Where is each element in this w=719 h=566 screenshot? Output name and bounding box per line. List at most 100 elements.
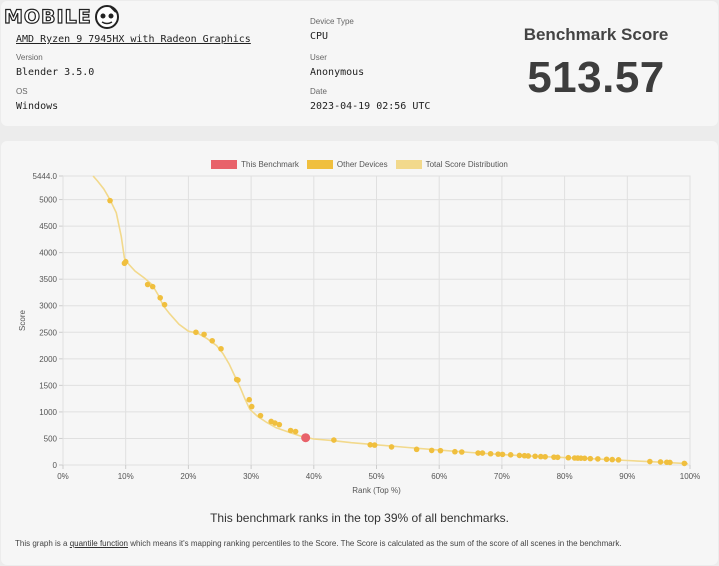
x-tick-label: 100%	[680, 472, 700, 481]
other-device-point	[657, 459, 664, 465]
os-label: OS	[16, 87, 28, 96]
other-device-point	[371, 442, 378, 448]
other-device-point	[615, 457, 622, 463]
other-device-point	[609, 456, 616, 463]
other-device-point	[452, 448, 458, 455]
legend-item-distribution[interactable]: Total Score Distribution	[395, 160, 508, 169]
other-device-point	[479, 450, 486, 456]
quantile-function-link[interactable]: quantile function	[69, 539, 128, 548]
watermark-logo: MOBILE	[3, 4, 120, 30]
score-value: 513.57	[527, 53, 665, 102]
x-tick-label: 70%	[494, 472, 510, 481]
x-tick-label: 0%	[57, 472, 69, 481]
robot-head-icon	[94, 5, 119, 29]
rank-summary: This benchmark ranks in the top 39% of a…	[210, 511, 509, 525]
x-tick-label: 40%	[306, 472, 322, 481]
other-device-point	[193, 329, 199, 336]
version-value: Blender 3.5.0	[16, 67, 95, 78]
x-tick-label: 50%	[368, 472, 384, 481]
other-device-point	[532, 453, 538, 460]
y-tick-label: 1500	[39, 381, 57, 390]
footnote-text-after: which means it's mapping ranking percent…	[127, 539, 622, 548]
user-value: Anonymous	[310, 67, 365, 78]
chart-footnote: This graph is a quantile function which …	[15, 539, 622, 548]
other-device-point	[647, 458, 653, 465]
footnote-text-before: This graph is a	[15, 539, 70, 548]
legend-swatch-distribution	[395, 160, 422, 169]
x-tick-label: 90%	[619, 472, 635, 481]
other-device-point	[292, 428, 299, 435]
other-device-point	[487, 450, 494, 457]
version-label: Version	[16, 53, 43, 62]
legend-swatch-this-benchmark	[211, 160, 238, 169]
other-device-point	[595, 456, 601, 462]
x-tick-label: 10%	[118, 472, 134, 481]
other-device-point	[667, 459, 673, 466]
x-axis-title: Rank (Top %)	[352, 486, 401, 495]
y-tick-label: 5444.0	[33, 172, 58, 181]
this-benchmark-point	[301, 433, 311, 443]
other-device-point	[516, 452, 523, 459]
y-tick-label: 3000	[39, 302, 57, 311]
other-device-point	[107, 197, 113, 204]
other-device-point	[388, 444, 395, 450]
user-label: User	[310, 53, 327, 62]
other-device-point	[542, 453, 548, 460]
other-device-point	[257, 412, 264, 419]
other-device-point	[235, 377, 241, 383]
y-tick-label: 2500	[39, 328, 57, 337]
device-name-link[interactable]: AMD Ryzen 9 7945HX with Radeon Graphics	[16, 34, 251, 45]
score-block: Benchmark Score 513.57	[496, 25, 696, 103]
y-tick-label: 5000	[39, 196, 57, 205]
other-device-point	[437, 447, 444, 454]
other-device-point	[681, 460, 688, 467]
legend-item-other-devices[interactable]: Other Devices	[306, 160, 388, 169]
other-device-point	[272, 420, 278, 426]
device-type-field: Device Type CPU	[310, 17, 354, 42]
other-device-point	[554, 454, 561, 461]
other-device-point	[287, 427, 294, 434]
other-device-point	[537, 453, 544, 460]
distribution-curve	[92, 175, 689, 465]
device-name-field: AMD Ryzen 9 7945HX with Radeon Graphics	[16, 29, 251, 45]
other-device-point	[525, 453, 532, 459]
y-tick-label: 500	[44, 434, 58, 443]
other-device-point	[495, 451, 501, 457]
other-device-point	[218, 345, 224, 352]
y-tick-label: 4500	[39, 222, 57, 231]
chart-card: This Benchmark Other Devices Total Score…	[1, 141, 718, 565]
other-device-point	[475, 450, 481, 456]
other-device-point	[276, 421, 283, 428]
x-tick-label: 80%	[557, 472, 573, 481]
legend-label-other-devices: Other Devices	[336, 160, 388, 169]
x-tick-label: 30%	[243, 472, 259, 481]
other-device-point	[331, 437, 337, 443]
other-device-point	[603, 456, 610, 463]
date-field: Date 2023-04-19 02:56 UTC	[310, 87, 430, 112]
y-tick-label: 0	[53, 461, 58, 470]
other-device-point	[428, 447, 435, 454]
x-tick-label: 20%	[180, 472, 196, 481]
score-title: Benchmark Score	[523, 25, 669, 44]
date-label: Date	[310, 87, 327, 96]
other-device-point	[122, 258, 129, 265]
watermark-logo-text: MOBILE	[3, 5, 92, 28]
other-device-point	[458, 449, 465, 455]
y-tick-label: 4000	[39, 249, 57, 258]
other-device-point	[161, 301, 168, 308]
os-value: Windows	[16, 101, 59, 112]
other-device-point	[144, 281, 151, 288]
other-device-point	[201, 331, 207, 338]
other-device-point	[581, 455, 588, 462]
device-type-value: CPU	[310, 31, 329, 42]
y-tick-label: 2000	[39, 355, 57, 364]
chart-legend: This Benchmark Other Devices Total Score…	[1, 160, 718, 169]
os-field: OS Windows	[16, 87, 58, 112]
x-tick-label: 60%	[431, 472, 447, 481]
legend-item-this-benchmark[interactable]: This Benchmark	[211, 160, 299, 169]
version-field: Version Blender 3.5.0	[16, 53, 94, 78]
legend-label-this-benchmark: This Benchmark	[241, 160, 299, 169]
other-device-point	[587, 455, 594, 462]
other-device-point	[209, 337, 216, 344]
other-device-point	[413, 446, 420, 453]
